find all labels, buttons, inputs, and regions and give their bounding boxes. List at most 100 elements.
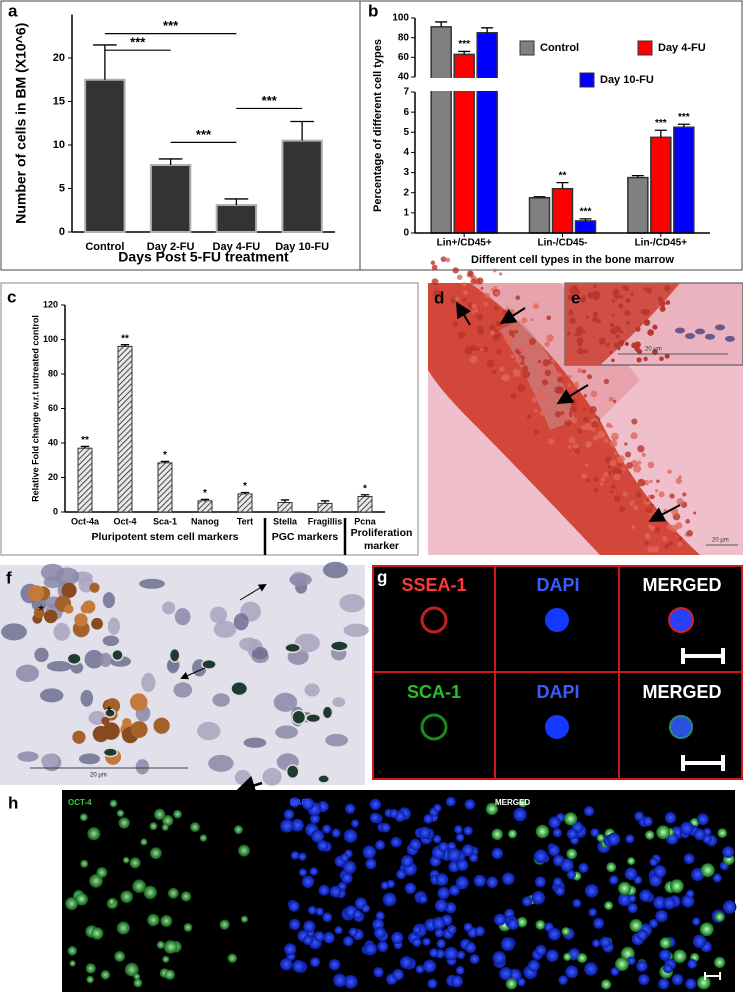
error-bar (533, 196, 546, 198)
dapi-cell (341, 872, 353, 884)
rbc (517, 384, 526, 393)
oct4-cell (143, 885, 158, 900)
y-tick-label: 7 (403, 87, 409, 98)
dapi-cell (445, 902, 457, 914)
rbc (495, 320, 502, 327)
cell (545, 608, 569, 632)
oct4-cell (133, 978, 143, 988)
rbc (650, 503, 655, 508)
dapi-cell (375, 911, 385, 921)
merged-cell (533, 849, 548, 864)
rbc (440, 256, 447, 263)
x-tick-label: Nanog (191, 516, 219, 526)
rbc (494, 291, 500, 296)
merged-cell (486, 876, 499, 889)
x-tick-label: Day 2-FU (147, 241, 195, 253)
error-bar (224, 198, 249, 206)
dapi-cell (352, 909, 363, 920)
dapi-cell (309, 813, 320, 824)
dapi-cell (427, 978, 438, 989)
nucleus (208, 754, 234, 772)
dapi-cell (436, 939, 446, 949)
dapi-cell (432, 834, 442, 844)
axis-break-gap (414, 78, 711, 91)
bar (627, 176, 649, 234)
dapi-cell (288, 900, 300, 912)
dapi-cell (310, 957, 321, 968)
rbc (631, 525, 636, 529)
rbc (432, 289, 441, 298)
nucleus (695, 328, 705, 335)
dapi-cell (350, 819, 360, 828)
rbc (570, 398, 577, 406)
merged-cell (700, 863, 715, 878)
panel-letter: f (6, 568, 12, 587)
rbc (567, 294, 574, 301)
nucleus (243, 737, 267, 748)
merged-cell (663, 896, 676, 910)
x-tick-label: Pcna (354, 516, 377, 526)
rbc (586, 374, 593, 380)
rbc (631, 418, 638, 425)
dapi-cell (375, 840, 386, 850)
rbc (560, 411, 565, 416)
rbc (603, 438, 609, 444)
dark-cell (201, 658, 217, 670)
merged-cell (565, 965, 579, 979)
dapi-cell (474, 926, 485, 937)
bar (197, 500, 213, 513)
cell (420, 713, 448, 741)
rbc (550, 358, 555, 363)
oct4-cell (162, 955, 170, 963)
oct4-cell (85, 963, 96, 974)
y-axis-label: Number of cells in BM (X10^6) (13, 23, 29, 224)
dapi-cell (444, 946, 459, 961)
rbc (569, 414, 573, 418)
dapi-cell (333, 973, 347, 987)
dapi-cell (404, 882, 417, 894)
nucleus (41, 753, 59, 768)
oct4-cell (161, 823, 169, 831)
dapi-cell (456, 858, 469, 872)
rbc (483, 302, 488, 307)
rbc (611, 313, 615, 317)
rbc (649, 479, 653, 484)
rbc (581, 473, 588, 480)
rbc (583, 416, 589, 423)
nucleus (339, 593, 365, 613)
dark-cell (321, 705, 334, 720)
rbc (494, 305, 500, 311)
x-tick-label: Day 4-FU (213, 241, 261, 253)
dark-cell (305, 713, 322, 724)
rbc (556, 372, 562, 378)
merged-cell (548, 844, 560, 857)
rbc (577, 368, 583, 374)
merged-cell (664, 811, 677, 824)
rbc (577, 330, 583, 337)
nucleus (213, 620, 237, 638)
rbc (637, 445, 645, 453)
rbc (486, 359, 495, 368)
dapi-cell (280, 819, 294, 833)
oct4-cell (100, 970, 111, 980)
merged-cell (636, 960, 648, 972)
dapi-cell (307, 905, 317, 915)
error-bar (160, 460, 170, 463)
dapi-cell (369, 812, 381, 824)
dapi-cell (456, 950, 466, 960)
rbc (544, 409, 549, 413)
merged-cell (592, 939, 601, 948)
channel-label: DAPI (536, 682, 579, 702)
rbc (521, 317, 528, 324)
x-tick-label: Stella (273, 516, 298, 526)
merged-cell (547, 927, 561, 941)
error-bar (280, 499, 290, 503)
nucleus (675, 327, 685, 334)
rbc (577, 347, 584, 355)
rbc (542, 359, 550, 367)
dapi-cell (437, 886, 450, 900)
panel-letter: a (8, 1, 18, 20)
merged-cell (563, 952, 572, 961)
merged-cell (601, 979, 612, 990)
dark-cell (66, 652, 82, 666)
